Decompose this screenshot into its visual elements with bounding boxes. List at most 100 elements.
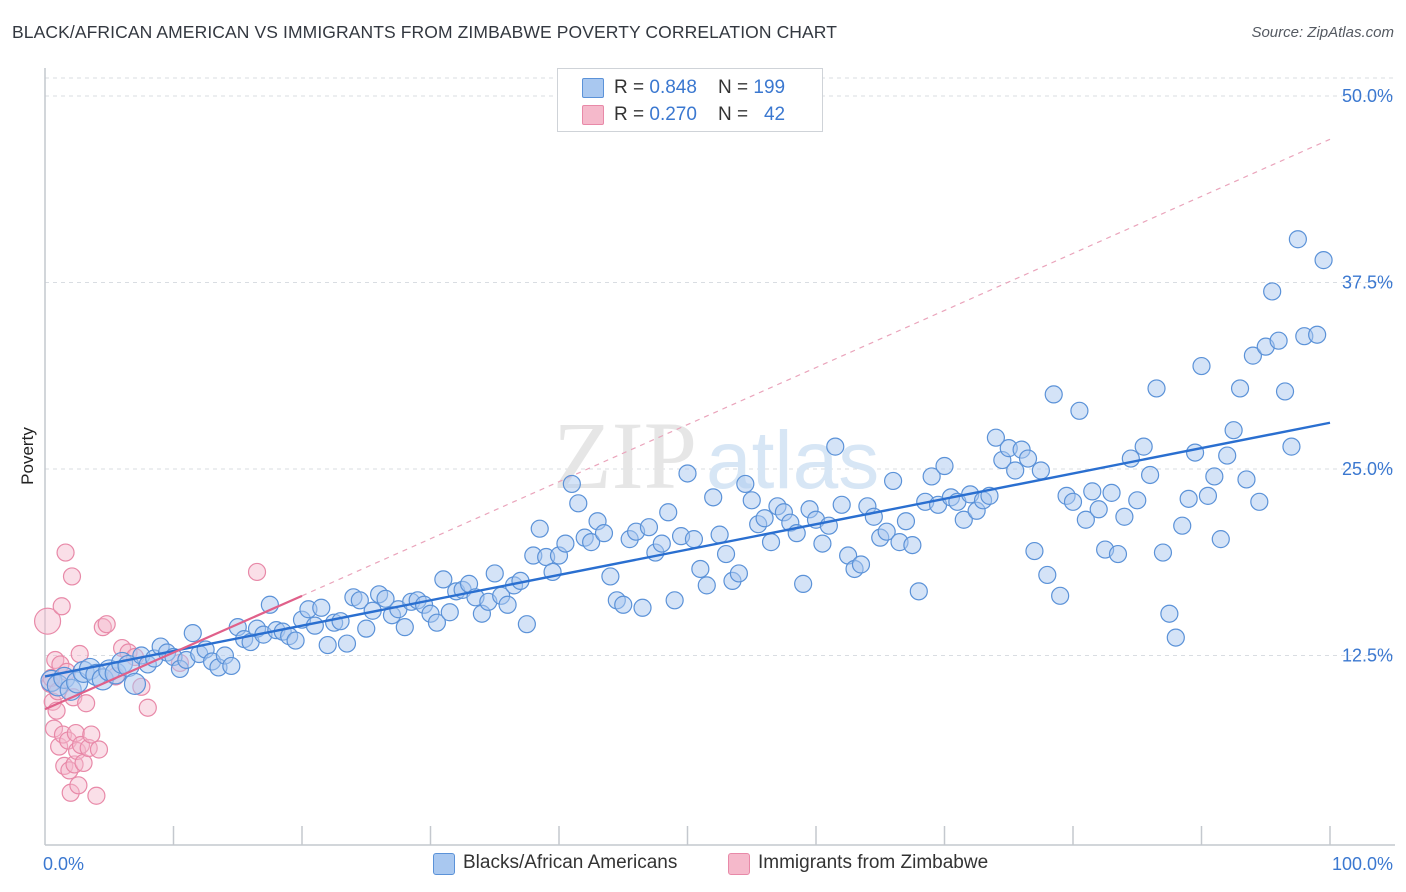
pink-point [138,698,157,717]
watermark: ZIP atlas [553,402,879,509]
blue-point [794,574,813,593]
x-tick-label-max: 100.0% [1332,854,1393,874]
blue-point [813,534,832,553]
blue-point [1179,489,1198,508]
blue-point [659,503,678,522]
blue-point [1230,379,1250,398]
blue-point [562,474,581,494]
blue-point [1121,449,1140,468]
legend-swatch-pink [582,105,604,125]
blue-point [1275,382,1295,401]
blue-point [222,656,241,676]
blue-point [1224,421,1243,440]
blue-point [594,524,614,543]
blue-point [1031,461,1050,480]
blue-point [896,512,916,531]
pink-point [82,725,101,744]
blue-point [665,591,684,610]
trend-lines [44,421,1331,711]
source-label: Source: ZipAtlas.com [1251,24,1394,41]
x-tick-labels: 0.0% 100.0% [43,854,1393,874]
blue-point [883,471,903,491]
legend-blue-n-value: 199 [753,77,786,98]
bottom-legend-swatch-blue [433,853,455,875]
blue-point [434,570,453,589]
pink-point [97,615,116,634]
pink-point [247,562,267,582]
blue-point [1288,230,1307,249]
blue-point [1128,491,1147,510]
pink-point [50,737,69,756]
blue-point [427,613,447,632]
blue-point [742,491,761,510]
bottom-legend-label-pink: Immigrants from Zimbabwe [758,852,989,873]
blue-point [1263,282,1282,301]
blue-point [1083,482,1102,501]
blue-point [337,634,357,653]
blue-point [755,509,774,528]
pink-projection-line [301,138,1331,597]
blue-point [986,428,1006,447]
blue-point [318,635,337,655]
legend-pink-n-label: N = [718,104,754,125]
blue-point [485,564,504,583]
y-tick-label-2: 37.5% [1342,273,1393,293]
blue-point [1140,465,1160,485]
pink-point [65,755,84,774]
legend-blue-r-value: 0.848 [649,77,697,98]
blue-point [1308,325,1327,344]
blue-series-points [40,230,1333,701]
legend-blue-n-label: N = [718,77,754,98]
legend-swatch-blue [582,78,604,98]
blue-point [582,533,601,552]
blue-point [1282,437,1301,456]
blue-point [1269,331,1288,350]
blue-point [331,612,350,631]
blue-point [395,618,414,637]
blue-point [697,576,716,595]
blue-point [678,464,697,483]
blue-point [877,522,896,541]
pink-point [52,597,71,616]
pink-point [61,783,80,802]
blue-point [440,603,459,622]
blue-point [1070,401,1089,420]
pink-trend-line [44,594,303,711]
blue-point [498,595,517,614]
blue-point [922,467,941,486]
axes [44,68,1395,846]
blue-point [305,616,324,635]
blue-point [1147,379,1166,398]
blue-point [1089,500,1108,519]
blue-point [1044,385,1063,404]
blue-point [1134,437,1153,456]
blue-point [1108,544,1128,564]
blue-point [716,544,736,564]
blue-point [736,474,755,494]
blue-point [1237,470,1256,489]
blue-point [1160,604,1179,623]
blue-point [569,494,588,513]
blue-point [1038,565,1057,585]
bottom-legend-label-blue: Blacks/African Americans [463,852,678,873]
correlation-legend: R = 0.848 N = 199 R = 0.270 N = 42 [557,68,823,132]
blue-point [1185,443,1205,462]
blue-point [601,567,620,586]
blue-point [614,595,633,614]
blue-point [1205,467,1224,486]
blue-point [691,559,710,579]
blue-point [729,564,749,583]
bottom-legend-swatch-pink [728,853,750,875]
chart-title: BLACK/AFRICAN AMERICAN VS IMMIGRANTS FRO… [12,22,838,42]
blue-point [826,437,845,456]
blue-point [1051,586,1070,605]
legend-pink-n-value: 42 [763,104,786,125]
pink-point [89,740,109,759]
pink-point [56,543,75,562]
blue-point [903,535,922,555]
blue-point [684,530,704,549]
blue-point [312,598,331,617]
pink-point [33,607,62,635]
pink-point [62,567,82,586]
blue-point [704,488,723,507]
